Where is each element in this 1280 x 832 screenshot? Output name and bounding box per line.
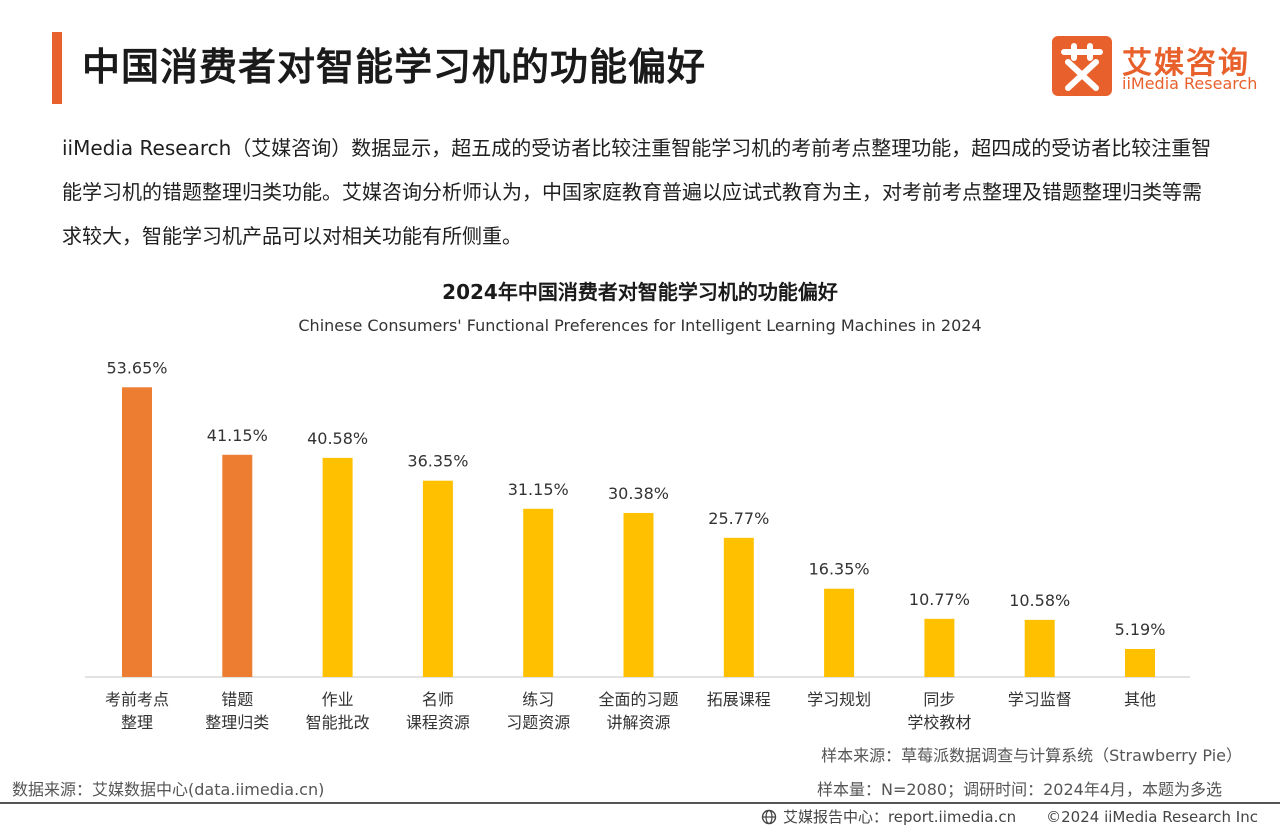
bar	[924, 618, 955, 677]
bar-value-label: 31.15%	[508, 480, 569, 499]
category-label: 讲解资源	[606, 713, 670, 732]
bar-value-label: 10.58%	[1009, 591, 1070, 610]
category-label: 同步	[923, 690, 955, 709]
category-label: 全面的习题	[598, 690, 678, 709]
sample-size-note: 样本量：N=2080；调研时间：2024年4月，本题为多选	[817, 780, 1222, 799]
category-label: 错题	[221, 690, 253, 709]
bar	[824, 588, 855, 677]
category-label: 学习规划	[807, 690, 871, 709]
bar	[222, 454, 253, 677]
bar	[322, 457, 353, 677]
category-label: 学校教材	[907, 713, 971, 732]
report-center-link[interactable]: 艾媒报告中心：report.iimedia.cn	[782, 808, 1017, 826]
bar	[422, 480, 453, 677]
category-label: 习题资源	[506, 713, 570, 732]
logo-text-en: iiMedia Research	[1122, 74, 1258, 93]
chart-title: 2024年中国消费者对智能学习机的功能偏好	[442, 280, 838, 304]
sample-source-note: 样本来源：草莓派数据调查与计算系统（Strawberry Pie）	[821, 746, 1242, 765]
bar-value-label: 5.19%	[1115, 620, 1166, 639]
bar-value-label: 40.58%	[307, 429, 368, 448]
bar-value-label: 16.35%	[809, 560, 870, 579]
logo-mark-icon	[1052, 36, 1112, 96]
title-accent-bar	[52, 32, 62, 104]
data-source-note: 数据来源：艾媒数据中心(data.iimedia.cn)	[12, 780, 325, 799]
bar-value-label: 10.77%	[909, 590, 970, 609]
bar-value-label: 41.15%	[207, 426, 268, 445]
category-label: 整理	[121, 713, 153, 732]
description-paragraph: iiMedia Research（艾媒咨询）数据显示，超五成的受访者比较注重智能…	[62, 136, 1212, 248]
bar	[623, 512, 654, 677]
bar	[1024, 619, 1055, 677]
category-label: 整理归类	[205, 713, 269, 732]
category-label: 其他	[1124, 690, 1156, 709]
bar-value-label: 36.35%	[407, 452, 468, 471]
category-label: 智能批改	[306, 713, 370, 732]
footer-divider	[0, 802, 1280, 804]
category-label: 考前考点	[105, 690, 169, 709]
footer: 艾媒报告中心：report.iimedia.cn ©2024 iiMedia R…	[761, 806, 1258, 827]
category-label: 名师	[422, 690, 454, 709]
bar	[723, 537, 754, 677]
globe-icon	[761, 809, 777, 824]
bar	[523, 508, 554, 677]
category-label: 学习监督	[1008, 690, 1072, 709]
category-label: 作业	[322, 690, 354, 709]
category-label: 练习	[522, 690, 554, 709]
bar-value-label: 25.77%	[708, 509, 769, 528]
bar-value-label: 30.38%	[608, 484, 669, 503]
page-title: 中国消费者对智能学习机的功能偏好	[82, 45, 707, 89]
bar	[122, 387, 152, 677]
copyright-text: ©2024 iiMedia Research Inc	[1046, 807, 1258, 826]
chart-subtitle: Chinese Consumers' Functional Preference…	[298, 316, 982, 335]
category-label: 拓展课程	[707, 690, 771, 709]
bar	[1125, 648, 1155, 677]
bar-value-label: 53.65%	[106, 358, 167, 377]
category-label: 课程资源	[406, 713, 470, 732]
logo-text-cn: 艾媒咨询	[1122, 46, 1250, 81]
brand-logo: 艾媒咨询 iiMedia Research	[1052, 36, 1262, 96]
